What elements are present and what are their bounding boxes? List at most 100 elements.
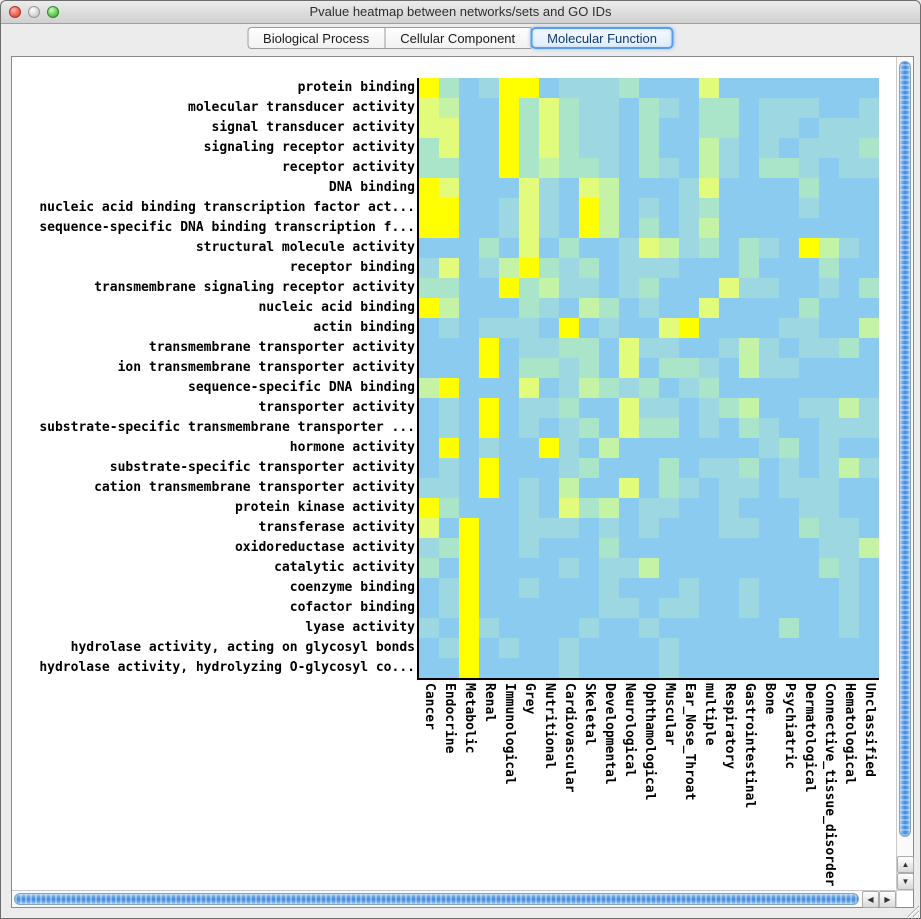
heatmap-cell-r22-c7	[559, 518, 579, 538]
title-bar[interactable]: Pvalue heatmap between networks/sets and…	[1, 1, 920, 24]
heatmap-cell-r6-c5	[519, 198, 539, 218]
heatmap-cell-r16-c19	[799, 398, 819, 418]
scroll-down-button[interactable]: ▼	[897, 873, 914, 890]
scroll-right-button[interactable]: ▶	[879, 891, 896, 908]
heatmap-cell-r20-c13	[679, 478, 699, 498]
heatmap-cell-r16-c4	[499, 398, 519, 418]
heatmap-cell-r22-c16	[739, 518, 759, 538]
heatmap-cell-r3-c21	[839, 138, 859, 158]
heatmap-cell-r20-c9	[599, 478, 619, 498]
heatmap-cell-r6-c17	[759, 198, 779, 218]
heatmap-cell-r3-c11	[639, 138, 659, 158]
heatmap-cell-r0-c2	[459, 78, 479, 98]
heatmap-cell-r29-c10	[619, 658, 639, 678]
heatmap-cell-r10-c9	[599, 278, 619, 298]
heatmap-cell-r0-c19	[799, 78, 819, 98]
heatmap-cell-r6-c1	[439, 198, 459, 218]
heatmap-cell-r20-c18	[779, 478, 799, 498]
heatmap-cell-r15-c9	[599, 378, 619, 398]
vertical-scrollbar-thumb[interactable]	[899, 61, 911, 837]
heatmap-cell-r1-c17	[759, 98, 779, 118]
heatmap-cell-r29-c21	[839, 658, 859, 678]
horizontal-scrollbar[interactable]: ◀ ▶	[12, 890, 896, 908]
zoom-button-icon[interactable]	[47, 6, 59, 18]
heatmap-cell-r23-c4	[499, 538, 519, 558]
heatmap-cell-r3-c2	[459, 138, 479, 158]
heatmap-cell-r11-c22	[859, 298, 879, 318]
scroll-up-button[interactable]: ▲	[897, 856, 914, 873]
heatmap-cell-r13-c18	[779, 338, 799, 358]
heatmap-cell-r23-c0	[419, 538, 439, 558]
heatmap-cell-r1-c2	[459, 98, 479, 118]
heatmap-cell-r23-c9	[599, 538, 619, 558]
heatmap-cell-r20-c14	[699, 478, 719, 498]
heatmap-cell-r28-c14	[699, 638, 719, 658]
heatmap-cell-r4-c17	[759, 158, 779, 178]
resize-grip-icon[interactable]	[905, 903, 919, 917]
heatmap-cell-r28-c15	[719, 638, 739, 658]
heatmap-cell-r6-c19	[799, 198, 819, 218]
heatmap-cell-r16-c0	[419, 398, 439, 418]
close-button-icon[interactable]	[9, 6, 21, 18]
heatmap-cell-r26-c18	[779, 598, 799, 618]
heatmap-cell-r22-c18	[779, 518, 799, 538]
heatmap-cell-r23-c2	[459, 538, 479, 558]
heatmap-cell-r27-c3	[479, 618, 499, 638]
heatmap-cell-r26-c0	[419, 598, 439, 618]
heatmap-cell-r6-c18	[779, 198, 799, 218]
tab-biological-process[interactable]: Biological Process	[247, 27, 385, 49]
row-label: protein binding	[297, 80, 415, 95]
heatmap-cell-r1-c16	[739, 98, 759, 118]
heatmap-cell-r16-c3	[479, 398, 499, 418]
heatmap-cell-r6-c6	[539, 198, 559, 218]
heatmap-cell-r19-c22	[859, 458, 879, 478]
heatmap-cell-r5-c6	[539, 178, 559, 198]
row-label: lyase activity	[305, 620, 415, 635]
row-label: receptor activity	[281, 160, 415, 175]
heatmap-cell-r9-c22	[859, 258, 879, 278]
heatmap-cell-r7-c22	[859, 218, 879, 238]
scroll-right-icon: ▶	[884, 895, 891, 904]
heatmap-cell-r19-c8	[579, 458, 599, 478]
heatmap-cell-r18-c8	[579, 438, 599, 458]
heatmap-cell-r25-c22	[859, 578, 879, 598]
heatmap-cell-r10-c15	[719, 278, 739, 298]
heatmap-panel: protein binding molecular transducer acti…	[11, 56, 914, 908]
heatmap-cell-r0-c11	[639, 78, 659, 98]
heatmap-cell-r16-c14	[699, 398, 719, 418]
heatmap-cell-r0-c15	[719, 78, 739, 98]
heatmap-cell-r7-c9	[599, 218, 619, 238]
heatmap-cell-r19-c13	[679, 458, 699, 478]
heatmap-cell-r15-c11	[639, 378, 659, 398]
heatmap-cell-r7-c5	[519, 218, 539, 238]
heatmap-cell-r16-c6	[539, 398, 559, 418]
heatmap-cell-r25-c9	[599, 578, 619, 598]
scroll-left-button[interactable]: ◀	[862, 891, 879, 908]
heatmap-cell-r2-c22	[859, 118, 879, 138]
horizontal-scrollbar-thumb[interactable]	[14, 893, 859, 905]
heatmap-cell-r5-c4	[499, 178, 519, 198]
heatmap-cell-r10-c4	[499, 278, 519, 298]
heatmap-cell-r15-c21	[839, 378, 859, 398]
tab-cellular-component[interactable]: Cellular Component	[384, 27, 532, 49]
heatmap-cell-r10-c13	[679, 278, 699, 298]
heatmap-cell-r10-c7	[559, 278, 579, 298]
heatmap-cell-r7-c11	[639, 218, 659, 238]
heatmap-cell-r26-c7	[559, 598, 579, 618]
heatmap-cell-r29-c19	[799, 658, 819, 678]
heatmap-cell-r9-c5	[519, 258, 539, 278]
heatmap-cell-r3-c4	[499, 138, 519, 158]
heatmap-cell-r25-c20	[819, 578, 839, 598]
tab-molecular-function[interactable]: Molecular Function	[530, 27, 674, 49]
minimize-button-icon[interactable]	[28, 6, 40, 18]
heatmap-cell-r6-c10	[619, 198, 639, 218]
heatmap-cell-r7-c10	[619, 218, 639, 238]
heatmap-cell-r22-c3	[479, 518, 499, 538]
vertical-scrollbar[interactable]: ▲ ▼	[896, 57, 914, 890]
heatmap-cell-r29-c20	[819, 658, 839, 678]
heatmap-cell-r13-c2	[459, 338, 479, 358]
heatmap-cell-r9-c20	[819, 258, 839, 278]
heatmap-cell-r3-c19	[799, 138, 819, 158]
heatmap-cell-r2-c12	[659, 118, 679, 138]
heatmap-cell-r11-c14	[699, 298, 719, 318]
